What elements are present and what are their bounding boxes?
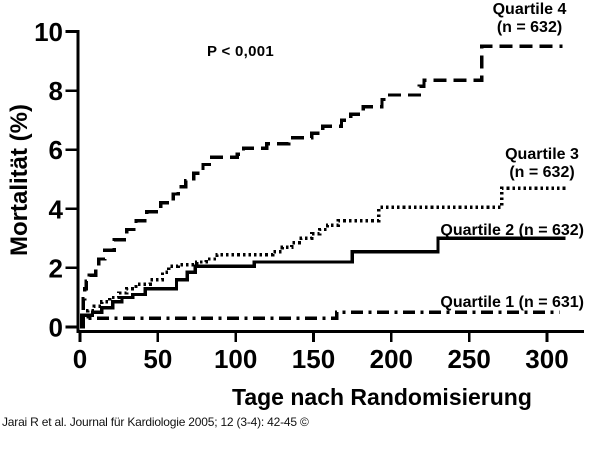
legend-quartile-3-count: (n = 632) [509,164,575,181]
legend-quartile-2: Quartile 2 (n = 632) [440,222,584,239]
x-tick-label: 150 [292,344,335,374]
y-tick-label: 4 [49,194,64,224]
x-tick-label: 50 [143,344,172,374]
y-tick-label: 6 [49,135,63,165]
legend-quartile-3-name: Quartile 3 [505,146,579,163]
x-tick-label: 300 [525,344,568,374]
legend-quartile-4-count: (n = 632) [496,19,563,36]
p-value-annotation: P < 0,001 [207,43,275,60]
curve-solid [79,236,566,329]
y-tick-label: 2 [49,253,63,283]
legend-quartile-4: Quartile 4 (n = 632) [482,1,577,37]
curve-dashdot [80,310,560,329]
y-tick-label: 0 [49,313,63,343]
x-tick-label: 0 [73,344,87,374]
curve-dashed [79,44,563,329]
curve-dotted [80,186,566,329]
x-tick-label: 100 [214,344,257,374]
x-axis-title: Tage nach Randomisierung [232,384,532,410]
y-tick-label: 8 [49,76,63,106]
x-tick-label: 250 [447,344,490,374]
citation: Jarai R et al. Journal für Kardiologie 2… [2,415,309,429]
y-axis-title: Mortalität (%) [6,104,33,256]
legend-quartile-4-name: Quartile 4 [492,1,567,18]
legend-quartile-3: Quartile 3 (n = 632) [498,146,586,182]
x-tick-label: 200 [370,344,413,374]
legend-quartile-1: Quartile 1 (n = 631) [440,294,584,311]
y-tick-label: 10 [34,17,63,47]
